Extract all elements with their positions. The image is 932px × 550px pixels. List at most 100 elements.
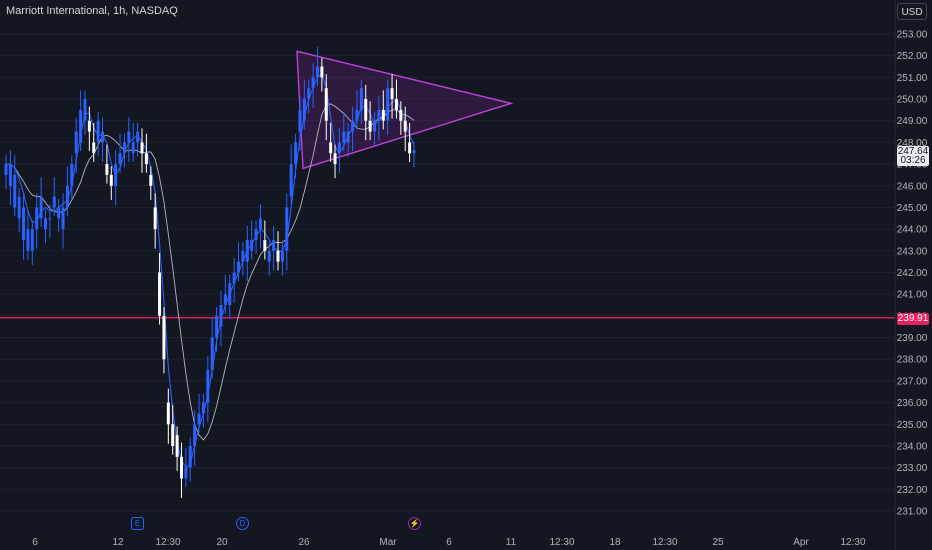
y-tick-label: 251.00 bbox=[897, 73, 928, 84]
x-tick-label: Apr bbox=[793, 537, 809, 548]
candle-body bbox=[219, 305, 223, 327]
candle-body bbox=[43, 218, 47, 230]
y-tick-label: 243.00 bbox=[897, 246, 928, 257]
candle-body bbox=[267, 250, 271, 262]
candle-body bbox=[254, 229, 258, 240]
candle-body bbox=[390, 88, 394, 100]
candle-body bbox=[92, 142, 96, 154]
x-tick-label: 12:30 bbox=[652, 537, 677, 548]
candle-body bbox=[39, 196, 43, 219]
moving-average-fast bbox=[6, 72, 415, 469]
candle-body bbox=[355, 109, 359, 121]
candle-body bbox=[105, 164, 109, 175]
candle-body bbox=[140, 142, 144, 154]
candle-body bbox=[193, 424, 197, 446]
candle-body bbox=[48, 218, 52, 220]
candle-body bbox=[381, 109, 385, 121]
candle-body bbox=[184, 467, 188, 479]
candle-body bbox=[237, 261, 241, 273]
candle-body bbox=[26, 229, 30, 251]
x-tick-label: 26 bbox=[298, 537, 310, 548]
candle-body bbox=[368, 120, 372, 132]
y-tick-label: 248.00 bbox=[897, 138, 928, 149]
candle-body bbox=[136, 131, 140, 143]
y-tick-label: 246.00 bbox=[897, 181, 928, 192]
candle-body bbox=[333, 153, 337, 165]
chart-grid bbox=[0, 33, 895, 512]
candle-body bbox=[65, 185, 69, 208]
y-tick-label: 250.00 bbox=[897, 95, 928, 106]
candle-body bbox=[223, 294, 227, 306]
current-price-value: 247.64 bbox=[897, 146, 929, 157]
candle-body bbox=[35, 207, 39, 230]
candle-body bbox=[13, 174, 17, 208]
candle-body bbox=[30, 229, 34, 251]
x-tick-label: 12:30 bbox=[155, 537, 180, 548]
candle-body bbox=[258, 218, 262, 230]
candle-body bbox=[109, 174, 113, 186]
moving-average-fast-line bbox=[6, 72, 415, 469]
moving-average-slow bbox=[6, 103, 415, 441]
candle-body bbox=[302, 99, 306, 121]
candle-body bbox=[210, 337, 214, 371]
candle-body bbox=[61, 207, 65, 230]
candle-body bbox=[337, 142, 341, 154]
candle-body bbox=[188, 445, 192, 468]
x-tick-label: 12:30 bbox=[549, 537, 574, 548]
candle-body bbox=[162, 315, 166, 360]
currency-button[interactable]: USD bbox=[897, 3, 927, 20]
y-tick-label: 245.00 bbox=[897, 203, 928, 214]
candle-body bbox=[179, 456, 183, 479]
candle-body bbox=[241, 250, 245, 262]
candle-body bbox=[149, 174, 153, 186]
candle-body bbox=[144, 153, 148, 165]
y-tick-label: 244.00 bbox=[897, 225, 928, 236]
candle-body bbox=[342, 131, 346, 143]
candle-body bbox=[298, 109, 302, 132]
candle-body bbox=[96, 120, 100, 143]
earnings-icon[interactable]: E bbox=[131, 517, 144, 530]
x-tick-label: 20 bbox=[216, 537, 228, 548]
candle-body bbox=[131, 142, 135, 154]
candle-body bbox=[324, 88, 328, 121]
current-price-badge: 247.64 03:26 bbox=[897, 146, 929, 166]
split-icon[interactable]: ⚡ bbox=[408, 517, 421, 530]
candle-body bbox=[377, 109, 381, 121]
candle-body bbox=[276, 250, 280, 262]
x-tick-label: 6 bbox=[446, 537, 452, 548]
candle-body bbox=[232, 272, 236, 284]
candle-body bbox=[394, 99, 398, 110]
candle-body bbox=[351, 120, 355, 132]
dividend-icon[interactable]: D bbox=[236, 517, 249, 530]
symbol-title: Marriott International, 1h, NASDAQ bbox=[6, 5, 178, 17]
y-tick-label: 241.00 bbox=[897, 290, 928, 301]
candle-body bbox=[215, 315, 219, 338]
x-tick-label: 11 bbox=[506, 537, 517, 548]
price-axis[interactable]: 253.00 252.00 251.00 250.00 249.00 248.00247.… bbox=[894, 0, 928, 550]
horizontal-line-price-badge: 239.91 bbox=[897, 313, 929, 325]
candle-body bbox=[346, 131, 350, 143]
candle-body bbox=[206, 370, 210, 403]
time-axis[interactable]: 6 12 12:30 20 26 Mar 6 11 12:30 18 12:30 25 Apr 12:30 bbox=[32, 537, 866, 548]
candle-body bbox=[118, 153, 122, 165]
y-tick-label: 238.00 bbox=[897, 355, 928, 366]
y-tick-label: 233.00 bbox=[897, 463, 928, 474]
y-tick-label: 253.00 bbox=[897, 30, 928, 41]
candle-body bbox=[294, 142, 298, 165]
candle-body bbox=[166, 402, 170, 425]
candle-body bbox=[386, 88, 390, 121]
candle-body bbox=[197, 413, 201, 425]
x-tick-label: Mar bbox=[379, 537, 397, 548]
x-tick-label: 25 bbox=[712, 537, 724, 548]
x-tick-label: 12 bbox=[112, 537, 124, 548]
candle-body bbox=[70, 164, 74, 186]
candle-body bbox=[272, 239, 276, 251]
y-tick-label: 234.00 bbox=[897, 441, 928, 452]
candle-body bbox=[83, 99, 87, 121]
y-tick-label: 235.00 bbox=[897, 420, 928, 431]
y-tick-label: 231.00 bbox=[897, 507, 928, 518]
candle-body bbox=[403, 120, 407, 132]
candle-body bbox=[57, 207, 61, 219]
y-tick-label: 236.00 bbox=[897, 398, 928, 409]
